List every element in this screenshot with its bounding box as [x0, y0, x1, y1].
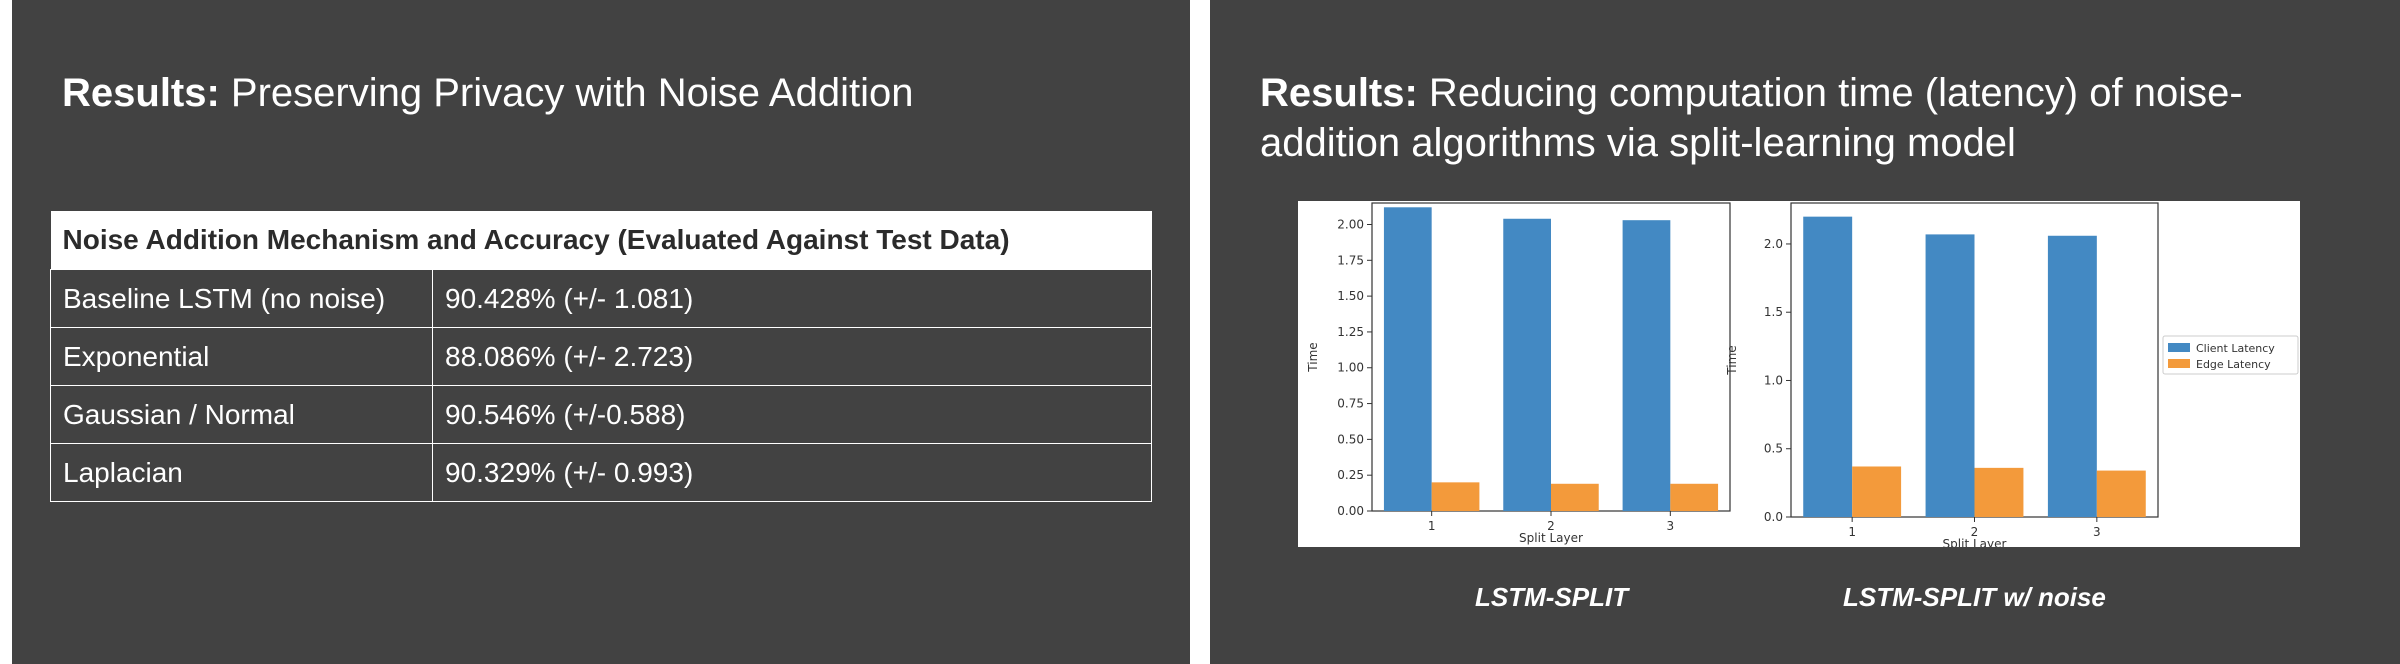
x-tick-label: 2: [1547, 519, 1555, 533]
y-tick-label: 2.00: [1337, 217, 1364, 231]
x-axis-label: Split Layer: [1943, 537, 2007, 547]
client-latency-bar: [1383, 207, 1432, 511]
accuracy-cell: 88.086% (+/- 2.723): [432, 327, 1152, 386]
title-bold: Results:: [1260, 71, 1418, 115]
latency-charts: 1 2 3 0.00 0.25 0.50 0.75 1.00 1.25 1.50 1.75 2.00 S…: [1298, 201, 2300, 551]
x-tick-label: 2: [1971, 525, 1979, 539]
mechanism-cell: Gaussian / Normal: [50, 385, 433, 444]
x-tick-label: 1: [1428, 519, 1436, 533]
x-tick-label: 1: [1848, 525, 1856, 539]
table-header-row: Noise Addition Mechanism and Accuracy (E…: [50, 211, 1152, 270]
client-latency-bar: [1503, 218, 1551, 512]
legend-label: Client Latency: [2196, 342, 2275, 355]
client-latency-bar: [1803, 216, 1853, 518]
table-row: Exponential 88.086% (+/- 2.723): [50, 327, 1152, 386]
slide-title: Results: Preserving Privacy with Noise A…: [62, 68, 913, 118]
y-tick-label: 0.00: [1337, 504, 1364, 518]
legend-label: Edge Latency: [2196, 358, 2271, 371]
legend-box: [2162, 335, 2299, 375]
slide-title: Results: Reducing computation time (late…: [1260, 68, 2380, 168]
y-axis-label: Time: [1725, 345, 1739, 375]
legend-swatch: [2168, 359, 2190, 368]
table-row: Laplacian 90.329% (+/- 0.993): [50, 443, 1152, 502]
y-tick-label: 2.0: [1764, 237, 1783, 251]
accuracy-cell: 90.428% (+/- 1.081): [432, 269, 1152, 328]
caption-lstm-split: LSTM-SPLIT: [1475, 582, 1629, 612]
y-tick-label: 1.25: [1337, 325, 1364, 339]
edge-latency-bar: [1551, 483, 1599, 511]
edge-latency-bar: [1852, 466, 1902, 517]
edge-latency-bar: [1974, 467, 2024, 517]
title-text: Preserving Privacy with Noise Addition: [219, 71, 914, 115]
edge-latency-bar: [2096, 470, 2146, 517]
title-bold: Results:: [62, 71, 220, 115]
left-slide: Results: Preserving Privacy with Noise A…: [12, 0, 1190, 664]
accuracy-cell: 90.329% (+/- 0.993): [432, 443, 1152, 502]
y-tick-label: 0.5: [1764, 442, 1783, 456]
edge-latency-bar: [1431, 482, 1480, 511]
y-tick-label: 1.0: [1764, 373, 1783, 387]
latency-charts-svg: 1 2 3 0.00 0.25 0.50 0.75 1.00 1.25 1.50 1.75 2.00 S…: [1306, 202, 2299, 551]
y-tick-label: 1.00: [1337, 361, 1364, 375]
accuracy-cell: 90.546% (+/-0.588): [432, 385, 1152, 444]
mechanism-cell: Laplacian: [50, 443, 433, 502]
right-slide: Results: Reducing computation time (late…: [1210, 0, 2400, 664]
y-tick-label: 0.75: [1337, 397, 1364, 411]
mechanism-cell: Baseline LSTM (no noise): [50, 269, 433, 328]
table-row: Gaussian / Normal 90.546% (+/-0.588): [50, 385, 1152, 444]
x-tick-label: 3: [1667, 519, 1675, 533]
table-row: Baseline LSTM (no noise) 90.428% (+/- 1.…: [50, 269, 1152, 328]
mechanism-cell: Exponential: [50, 327, 433, 386]
client-latency-bar: [2047, 235, 2097, 518]
y-tick-label: 0.50: [1337, 432, 1364, 446]
client-latency-bar: [1925, 234, 1975, 517]
y-axis-label: Time: [1306, 342, 1320, 372]
client-latency-bar: [1622, 220, 1671, 511]
y-tick-label: 1.75: [1337, 253, 1364, 267]
y-tick-label: 0.0: [1764, 510, 1783, 524]
legend-swatch: [2168, 343, 2190, 352]
title-text: Reducing computation time (latency) of n…: [1260, 71, 2243, 165]
table-header: Noise Addition Mechanism and Accuracy (E…: [50, 211, 1152, 270]
y-tick-label: 0.25: [1337, 468, 1364, 482]
results-table: Noise Addition Mechanism and Accuracy (E…: [50, 211, 1152, 502]
y-tick-label: 1.5: [1764, 305, 1783, 319]
caption-lstm-split-noise: LSTM-SPLIT w/ noise: [1843, 582, 2106, 612]
x-tick-label: 3: [2093, 525, 2101, 539]
edge-latency-bar: [1670, 483, 1719, 511]
y-tick-label: 1.50: [1337, 289, 1364, 303]
x-axis-label: Split Layer: [1519, 531, 1583, 545]
